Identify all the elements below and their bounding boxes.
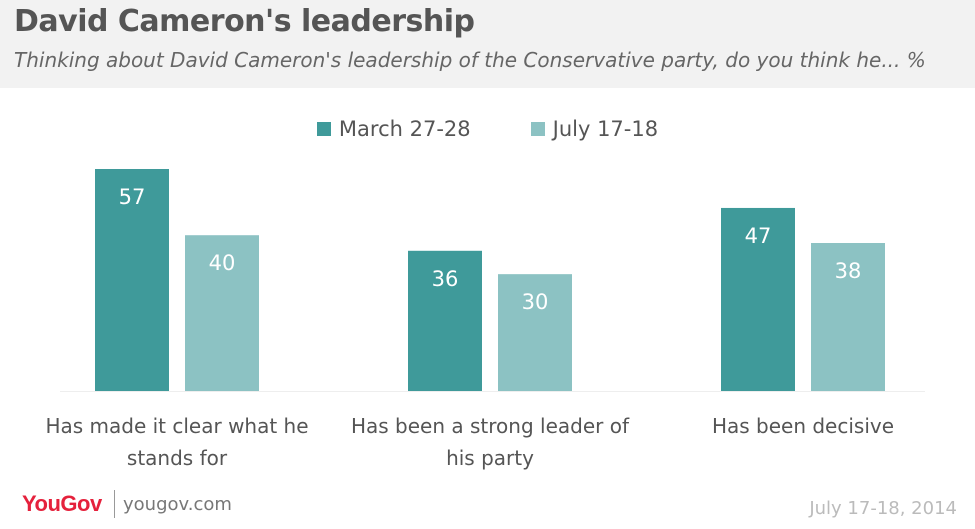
category-label: Has been decisive xyxy=(712,414,894,438)
data-label: 47 xyxy=(745,224,772,248)
data-label: 57 xyxy=(119,185,146,209)
data-label: 30 xyxy=(522,290,549,314)
legend: March 27-28 July 17-18 xyxy=(0,117,975,141)
legend-label-july: July 17-18 xyxy=(552,117,659,141)
legend-label-march: March 27-28 xyxy=(338,117,471,141)
legend-item-march: March 27-28 xyxy=(316,117,471,141)
category-label: Has made it clear what he xyxy=(45,414,308,438)
legend-swatch-march xyxy=(316,122,331,136)
chart-header: David Cameron's leadership Thinking abou… xyxy=(0,0,975,88)
footer-date: July 17-18, 2014 xyxy=(809,498,957,519)
footer-site-link[interactable]: yougov.com xyxy=(123,494,232,515)
bar-july-0 xyxy=(185,235,259,391)
legend-swatch-july xyxy=(530,122,545,136)
bar-march-2 xyxy=(721,207,795,391)
category-label: Has been a strong leader of xyxy=(351,414,630,438)
data-label: 40 xyxy=(209,251,236,275)
data-label: 38 xyxy=(835,259,862,283)
yougov-logo: YouGov xyxy=(22,491,102,516)
legend-item-july: July 17-18 xyxy=(530,117,659,141)
bar-july-2 xyxy=(811,243,885,391)
data-label: 36 xyxy=(432,267,459,291)
bar-march-1 xyxy=(408,250,482,391)
bar-march-0 xyxy=(95,169,169,391)
bar-july-1 xyxy=(498,274,572,391)
category-label: his party xyxy=(446,446,534,470)
chart-subtitle: Thinking about David Cameron's leadershi… xyxy=(14,48,926,72)
footer-divider xyxy=(114,490,115,518)
chart-title: David Cameron's leadership xyxy=(14,4,475,39)
category-label: stands for xyxy=(127,446,228,470)
